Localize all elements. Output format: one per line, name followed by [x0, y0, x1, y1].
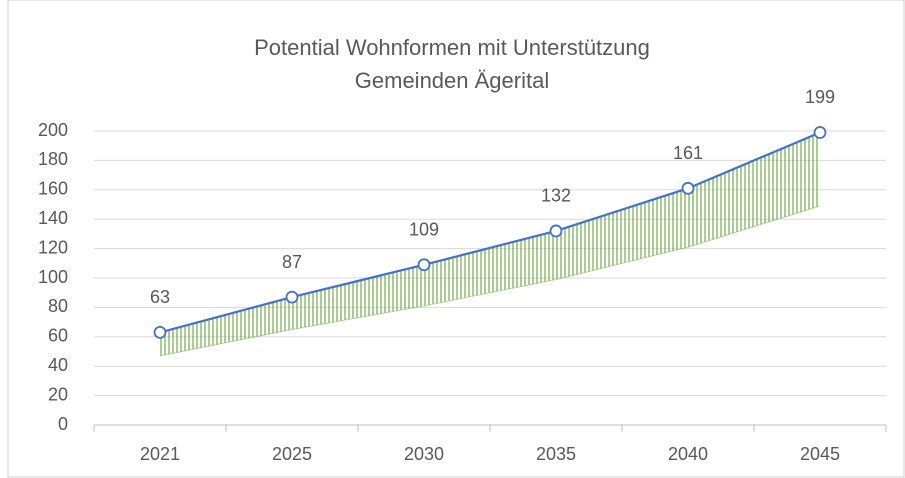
chart-title: Potential Wohnformen mit Unterstützung: [254, 35, 650, 60]
y-tick-label: 180: [38, 149, 68, 169]
x-tick-label: 2025: [272, 444, 312, 464]
x-tick-label: 2035: [536, 444, 576, 464]
hatch-area: [160, 132, 820, 356]
lower-edge: [159, 205, 821, 357]
x-tick-label: 2045: [800, 444, 840, 464]
data-label: 109: [409, 220, 439, 240]
x-tick-label: 2030: [404, 444, 444, 464]
chart-title: Gemeinden Ägerital: [355, 68, 549, 93]
y-tick-label: 100: [38, 267, 68, 287]
marker: [681, 181, 695, 195]
chart-frame: [7, 0, 905, 478]
data-label: 87: [282, 252, 302, 272]
x-tick-label: 2040: [668, 444, 708, 464]
data-label: 63: [150, 287, 170, 307]
y-tick-label: 160: [38, 179, 68, 199]
y-tick-label: 0: [58, 414, 68, 434]
y-tick-label: 120: [38, 237, 68, 257]
y-tick-label: 60: [48, 326, 68, 346]
line: [159, 131, 821, 334]
data-label: 161: [673, 143, 703, 163]
y-tick-label: 80: [48, 296, 68, 316]
marker: [153, 325, 167, 339]
y-tick-label: 140: [38, 208, 68, 228]
y-tick-label: 40: [48, 355, 68, 375]
marker: [813, 126, 827, 139]
data-label: 199: [805, 87, 835, 107]
y-tick-label: 200: [38, 120, 68, 140]
y-tick-label: 20: [48, 384, 68, 404]
data-label: 132: [541, 186, 571, 206]
marker: [417, 258, 431, 272]
marker: [549, 224, 563, 238]
marker: [285, 290, 299, 304]
x-tick-label: 2021: [140, 444, 180, 464]
